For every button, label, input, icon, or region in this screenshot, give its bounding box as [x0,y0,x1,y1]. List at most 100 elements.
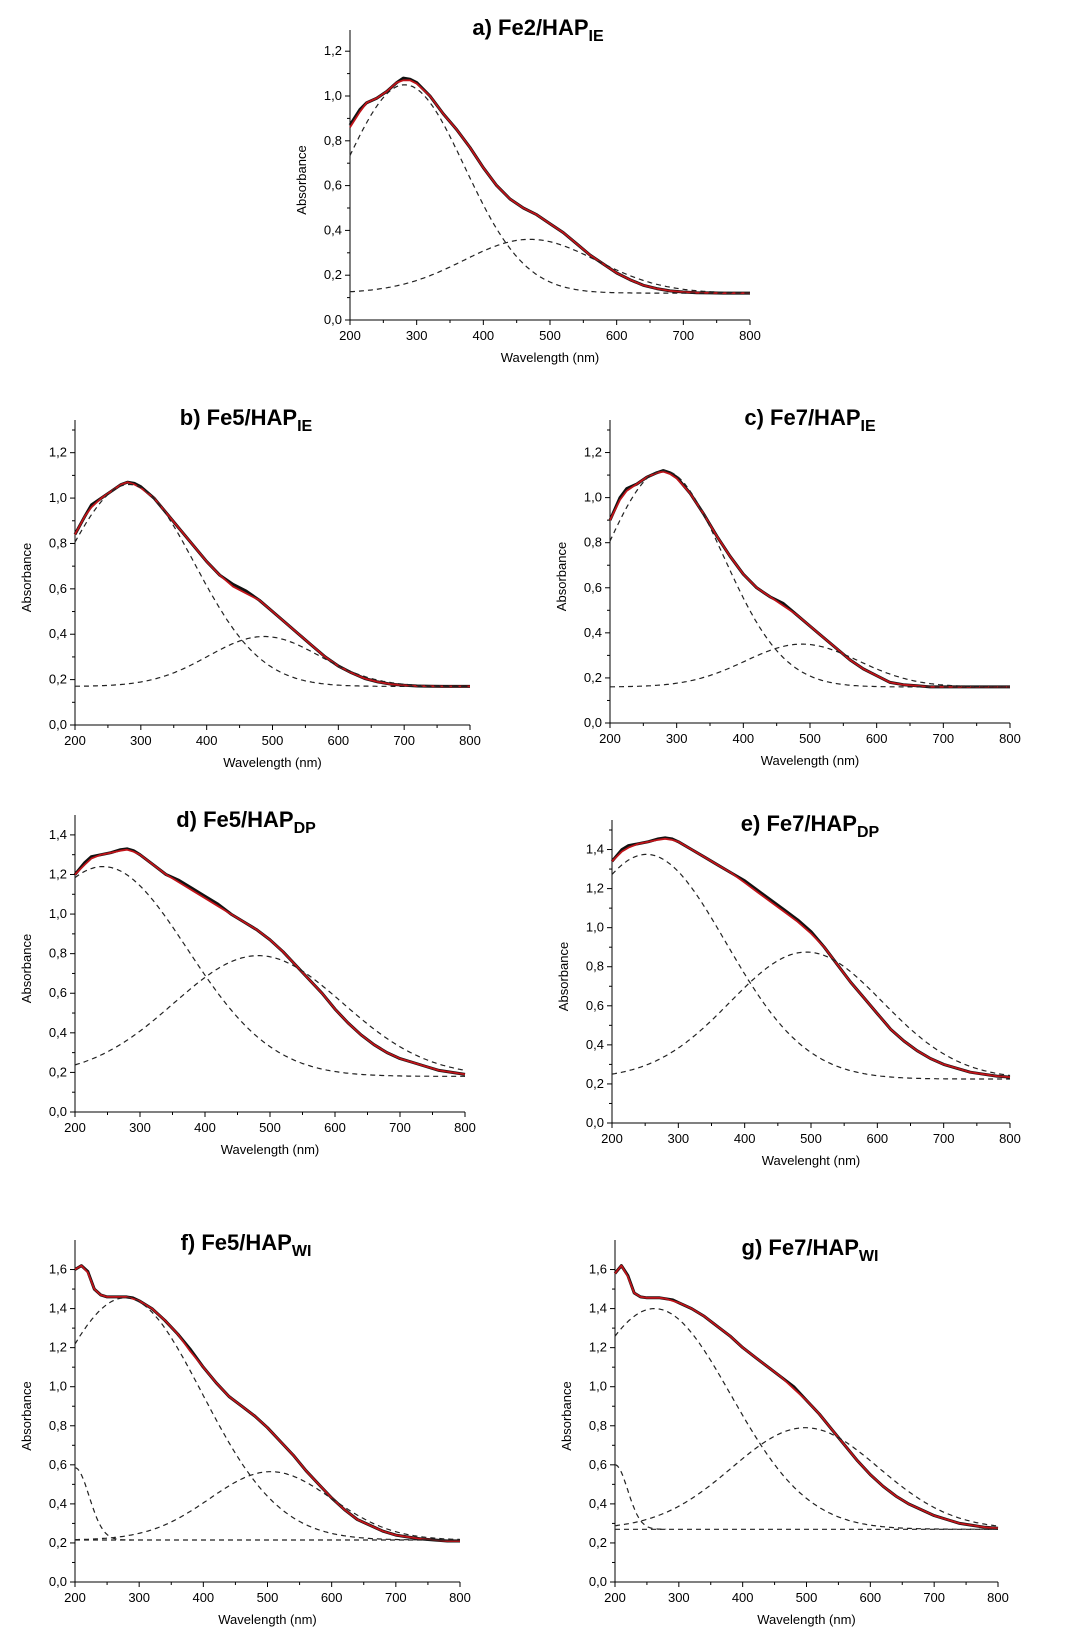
x-tick-label: 200 [64,1120,86,1135]
x-tick-label: 500 [262,733,284,748]
x-axis-label: Wavelength (nm) [218,1612,317,1627]
gaussian-component-line [74,955,466,1071]
chart-title-subscript: WI [859,1248,879,1265]
x-tick-label: 500 [796,1590,818,1605]
gaussian-component-line [75,1471,461,1541]
x-axis-label: Wavelength (nm) [221,1142,320,1157]
gaussian-component-line [614,1308,998,1530]
y-tick-label: 1,0 [49,906,67,921]
fit-spectrum-line [611,837,1011,1078]
x-tick-label: 200 [64,1590,86,1605]
chart-title-main: b) Fe5/HAP [180,405,297,430]
x-tick-label: 600 [866,1131,888,1146]
chart-d: d) Fe5/HAPDP 200 300 400 500 600 700 800 0,0 0,2 0… [19,807,476,1157]
y-tick-label: 0,8 [589,1418,607,1433]
panel-a: a) Fe2/HAPIE 200 300 400 500 600 700 800 0,0 0,2 0… [294,10,770,375]
chart-title: a) Fe2/HAPIE [472,15,604,45]
x-tick-label: 300 [129,1120,151,1135]
y-tick-label: 1,2 [49,445,67,460]
x-tick-label: 600 [859,1590,881,1605]
x-tick-label: 500 [799,731,821,746]
chart-a: a) Fe2/HAPIE 200 300 400 500 600 700 800 0,0 0,2 0… [294,15,761,365]
y-tick-label: 0,6 [586,998,604,1013]
chart-b: b) Fe5/HAPIE 200 300 400 500 600 700 800 0,0 0,2 0… [19,405,481,770]
chart-title-subscript: DP [294,820,317,837]
x-tick-label: 700 [672,328,694,343]
x-tick-label: 300 [668,1590,690,1605]
chart-title-subscript: IE [589,28,604,45]
experimental-spectrum-line [73,847,466,1076]
chart-g: g) Fe7/HAPWI 200 300 400 500 600 700 800 0,0 0,2 0… [559,1235,1009,1627]
x-tick-label: 300 [406,328,428,343]
y-tick-label: 1,0 [324,88,342,103]
x-axis-label: Wavelength (nm) [757,1612,856,1627]
fit-spectrum-line [614,1264,999,1530]
x-tick-label: 500 [800,1131,822,1146]
x-tick-label: 400 [732,731,754,746]
y-tick-label: 0,8 [49,946,67,961]
x-tick-label: 400 [472,328,494,343]
gaussian-component-line [74,866,466,1077]
chart-title-main: a) Fe2/HAP [472,15,588,40]
x-tick-label: 200 [64,733,86,748]
y-tick-label: 0,6 [589,1457,607,1472]
gaussian-component-line [614,1427,999,1527]
y-tick-label: 1,4 [49,827,67,842]
x-tick-label: 400 [734,1131,756,1146]
chart-title-main: d) Fe5/HAP [176,807,293,832]
x-tick-label: 300 [130,733,152,748]
x-tick-label: 200 [601,1131,623,1146]
x-tick-label: 200 [339,328,361,343]
x-tick-label: 800 [449,1590,471,1605]
x-tick-label: 300 [128,1590,150,1605]
experimental-spectrum-line [608,469,1010,689]
y-tick-label: 0,2 [49,1064,67,1079]
chart-title-main: g) Fe7/HAP [742,1235,859,1260]
x-tick-label: 400 [196,733,218,748]
y-tick-label: 0,2 [49,1535,67,1550]
fit-spectrum-line [609,470,1010,688]
y-tick-label: 1,6 [589,1262,607,1277]
x-axis-label: Wavelength (nm) [761,753,860,768]
y-tick-label: 1,0 [589,1379,607,1394]
fit-spectrum-line [74,481,470,688]
panel-d: d) Fe5/HAPDP 200 300 400 500 600 700 800 0,0 0,2 0… [0,805,490,1185]
experimental-spectrum-line [73,480,470,688]
y-tick-label: 0,2 [49,672,67,687]
x-tick-label: 800 [987,1590,1009,1605]
y-tick-label: 0,2 [324,267,342,282]
y-axis-label: Absorbance [559,1381,574,1450]
y-tick-label: 0,4 [589,1496,607,1511]
y-tick-label: 0,8 [584,535,602,550]
y-tick-label: 0,6 [324,178,342,193]
y-tick-label: 0,0 [49,1574,67,1589]
chart-f: f) Fe5/HAPWI 200 300 400 500 600 700 800 0,0 0,2 0… [19,1230,471,1627]
x-axis-label: Wavelenght (nm) [762,1153,861,1168]
y-tick-label: 0,8 [49,535,67,550]
x-tick-label: 300 [666,731,688,746]
y-tick-label: 1,0 [584,490,602,505]
y-tick-label: 0,6 [49,581,67,596]
y-axis-label: Absorbance [556,942,571,1011]
gaussian-component-line [74,1467,132,1541]
x-tick-label: 500 [257,1590,279,1605]
x-tick-label: 600 [606,328,628,343]
y-tick-label: 0,2 [584,670,602,685]
x-axis-label: Wavelength (nm) [223,755,322,770]
x-tick-label: 700 [932,731,954,746]
y-tick-label: 1,4 [589,1301,607,1316]
x-tick-label: 800 [459,733,481,748]
gaussian-component-line [609,470,1010,688]
gaussian-component-line [349,84,750,294]
y-tick-label: 0,2 [586,1076,604,1091]
y-tick-label: 0,4 [586,1037,604,1052]
y-tick-label: 0,4 [49,1025,67,1040]
chart-title-subscript: DP [857,824,880,841]
chart-title-subscript: IE [861,418,876,435]
y-axis-label: Absorbance [19,934,34,1003]
x-tick-label: 400 [732,1590,754,1605]
x-tick-label: 700 [933,1131,955,1146]
chart-title-subscript: IE [297,418,312,435]
panel-e: e) Fe7/HAPDP 200 300 400 500 600 700 800 0,0 0,2 0… [540,805,1068,1195]
y-tick-label: 1,4 [586,842,604,857]
